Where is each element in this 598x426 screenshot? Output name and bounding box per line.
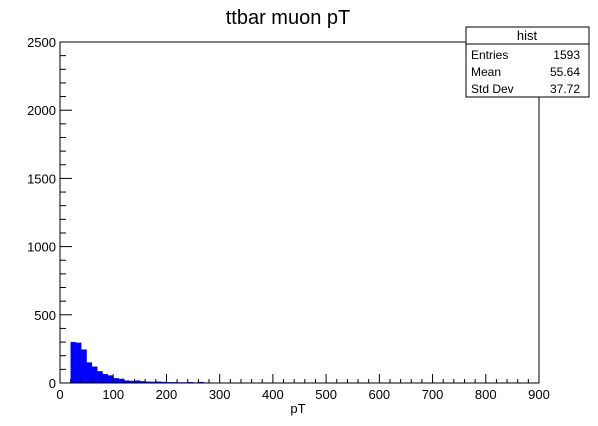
x-axis-ticks	[59, 374, 540, 383]
x-tick-label: 500	[315, 387, 337, 402]
histogram-bar	[75, 342, 82, 384]
histogram-bar	[107, 375, 114, 384]
stats-entries-value: 1593	[553, 48, 580, 62]
y-tick-label: 2500	[27, 35, 56, 50]
histogram-bars	[70, 341, 279, 384]
histogram-bar	[113, 378, 119, 384]
y-axis-ticks	[60, 41, 72, 384]
y-tick-label: 1500	[27, 171, 56, 186]
x-tick-label: 900	[528, 387, 550, 402]
y-tick-label: 0	[49, 376, 56, 391]
histogram-bar	[81, 349, 87, 384]
x-tick-label: 100	[102, 387, 124, 402]
stats-box-title: hist	[517, 28, 538, 43]
stats-box-frame	[465, 26, 590, 98]
histogram-bar	[118, 378, 125, 384]
x-axis-tick-labels: 0 100 200 300 400 500 600 700 800 900	[56, 387, 549, 402]
histogram-bar	[97, 371, 103, 384]
x-tick-label: 600	[368, 387, 390, 402]
x-tick-label: 800	[475, 387, 497, 402]
x-tick-label: 0	[56, 387, 63, 402]
stats-stddev-value: 37.72	[550, 82, 580, 96]
stats-mean-label: Mean	[471, 65, 501, 79]
stats-stddev-label: Std Dev	[471, 82, 514, 96]
histogram-bar	[70, 341, 77, 384]
x-tick-label: 700	[422, 387, 444, 402]
histogram-bar	[102, 373, 109, 384]
histogram-bar	[91, 366, 98, 384]
y-axis-tick-labels: 0 500 1000 1500 2000 2500	[27, 35, 56, 391]
x-tick-label: 200	[156, 387, 178, 402]
x-tick-label: 300	[209, 387, 231, 402]
x-axis-label: pT	[290, 401, 305, 416]
chart-title: ttbar muon pT	[226, 7, 351, 29]
histogram-bar	[86, 362, 93, 384]
stats-box: hist Entries 1593 Mean 55.64 Std Dev 37.…	[465, 26, 590, 98]
y-tick-label: 500	[34, 308, 56, 323]
stats-entries-label: Entries	[471, 48, 508, 62]
stats-mean-value: 55.64	[550, 65, 580, 79]
plot-frame	[59, 41, 540, 384]
y-tick-label: 1000	[27, 240, 56, 255]
y-tick-label: 2000	[27, 103, 56, 118]
x-tick-label: 400	[262, 387, 284, 402]
